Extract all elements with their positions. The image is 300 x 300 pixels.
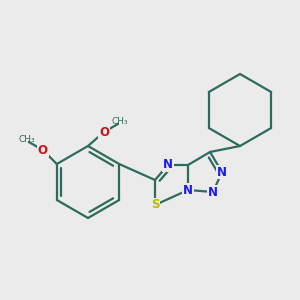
Text: N: N [183, 184, 193, 196]
Text: N: N [217, 166, 227, 178]
Text: N: N [163, 158, 173, 172]
Text: O: O [99, 125, 109, 139]
Text: N: N [208, 185, 218, 199]
Text: O: O [38, 143, 48, 157]
Text: CH₃: CH₃ [112, 118, 128, 127]
Text: S: S [151, 199, 159, 212]
Text: CH₃: CH₃ [19, 136, 35, 145]
